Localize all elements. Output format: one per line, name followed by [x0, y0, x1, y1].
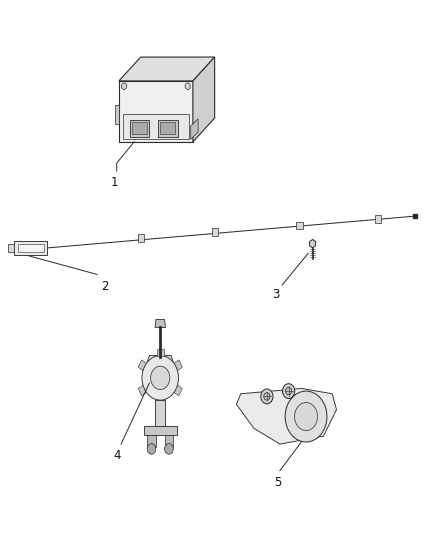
Circle shape [294, 402, 318, 431]
Polygon shape [119, 57, 215, 81]
Polygon shape [144, 425, 177, 435]
Text: 4: 4 [113, 449, 120, 463]
Polygon shape [165, 435, 173, 447]
Circle shape [151, 366, 170, 390]
Polygon shape [160, 122, 176, 134]
Polygon shape [158, 119, 178, 136]
Polygon shape [237, 389, 336, 444]
Polygon shape [147, 356, 173, 362]
Circle shape [285, 391, 327, 442]
Circle shape [185, 83, 190, 90]
Polygon shape [138, 385, 146, 396]
Polygon shape [193, 57, 215, 142]
Polygon shape [130, 119, 149, 136]
Polygon shape [297, 222, 303, 229]
Polygon shape [123, 115, 188, 139]
Polygon shape [375, 215, 381, 223]
Text: 5: 5 [274, 476, 282, 489]
Polygon shape [157, 400, 164, 407]
Polygon shape [147, 435, 156, 447]
Polygon shape [310, 239, 316, 248]
Circle shape [147, 443, 156, 454]
Polygon shape [174, 360, 182, 370]
Polygon shape [14, 241, 47, 255]
Circle shape [283, 384, 295, 399]
Circle shape [121, 83, 127, 90]
Text: 3: 3 [272, 288, 279, 301]
Polygon shape [155, 400, 166, 425]
Polygon shape [132, 122, 147, 134]
Circle shape [261, 389, 273, 404]
Polygon shape [174, 385, 182, 396]
Polygon shape [212, 228, 218, 236]
Text: 2: 2 [102, 280, 109, 293]
Polygon shape [116, 106, 119, 124]
Circle shape [142, 356, 179, 400]
Polygon shape [191, 119, 198, 139]
Circle shape [165, 443, 173, 454]
Polygon shape [138, 360, 146, 370]
Circle shape [286, 387, 292, 395]
Polygon shape [119, 81, 193, 142]
Circle shape [264, 393, 270, 400]
Polygon shape [157, 349, 164, 356]
Text: 1: 1 [111, 176, 118, 189]
Polygon shape [138, 234, 144, 241]
Polygon shape [155, 319, 166, 327]
Polygon shape [18, 244, 44, 252]
Polygon shape [8, 244, 14, 252]
